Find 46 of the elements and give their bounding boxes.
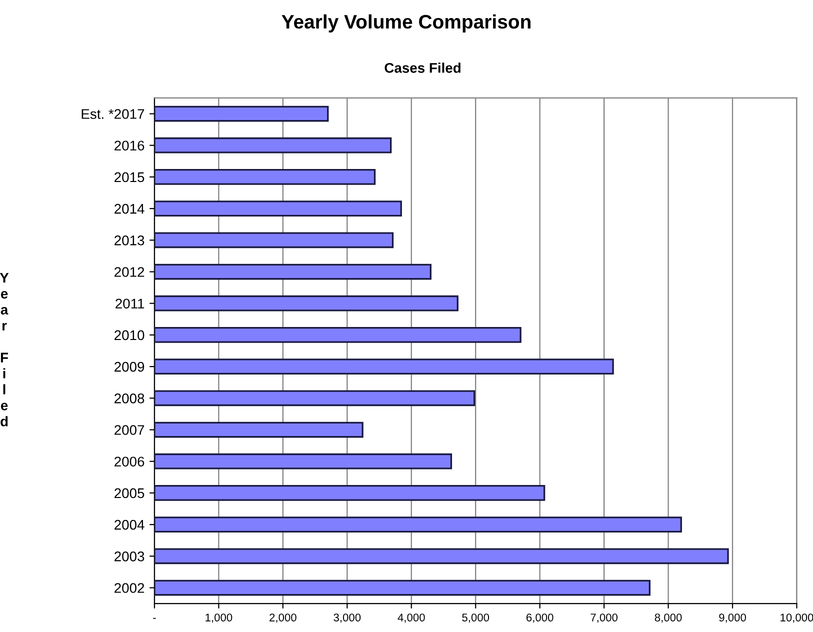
x-tick-label: 3,000 [334, 614, 361, 623]
bar [154, 422, 364, 438]
x-tick-label: 8,000 [654, 614, 682, 623]
y-tick-label: 2007 [114, 425, 144, 435]
y-tick-label: 2003 [114, 551, 144, 562]
y-tick-label: 2002 [114, 583, 144, 593]
bar [154, 106, 329, 122]
bar [154, 200, 402, 217]
bar [154, 264, 432, 280]
y-tick-label: 2010 [114, 330, 144, 340]
x-tick-label: 4,000 [398, 614, 425, 623]
bar [154, 390, 476, 406]
y-tick-label: 2004 [114, 520, 144, 530]
y-tick-label: 2008 [114, 393, 144, 404]
bar [154, 327, 522, 343]
text: Year Filed [0, 272, 9, 426]
x-tick-label: 1,000 [206, 614, 232, 623]
bar [154, 358, 614, 375]
y-tick-label: 2006 [114, 456, 144, 467]
y-tick-label: 2012 [114, 267, 144, 277]
chart-subtitle: Cases Filed [384, 62, 460, 73]
x-tick-label: 7,000 [590, 614, 618, 623]
y-tick-label: 2016 [114, 140, 144, 151]
bar [154, 453, 452, 470]
y-tick-label: 2013 [114, 235, 144, 246]
bar [154, 485, 546, 501]
y-tick-label: 2009 [114, 362, 144, 372]
x-tick-label: 2,000 [270, 614, 296, 623]
bar [154, 516, 682, 533]
chart-title: Yearly Volume Comparison [282, 14, 530, 32]
y-tick-label: 2015 [114, 172, 144, 182]
y-tick-label: 2005 [114, 488, 144, 498]
bar [154, 169, 376, 185]
bar [154, 137, 392, 154]
bar [154, 580, 650, 596]
x-tick-label: 6,000 [526, 614, 554, 623]
y-tick-label: 2011 [116, 298, 144, 309]
x-tick-label: 5,000 [462, 614, 490, 623]
bar [154, 548, 729, 564]
y-tick-label: Est. *2017 [82, 109, 144, 119]
x-tick-label: - [153, 618, 156, 619]
x-tick-label: 10,000 [780, 614, 813, 623]
bar [154, 232, 394, 248]
bar [154, 295, 458, 312]
x-tick-label: 9,000 [719, 614, 746, 623]
y-tick-label: 2014 [114, 204, 144, 214]
